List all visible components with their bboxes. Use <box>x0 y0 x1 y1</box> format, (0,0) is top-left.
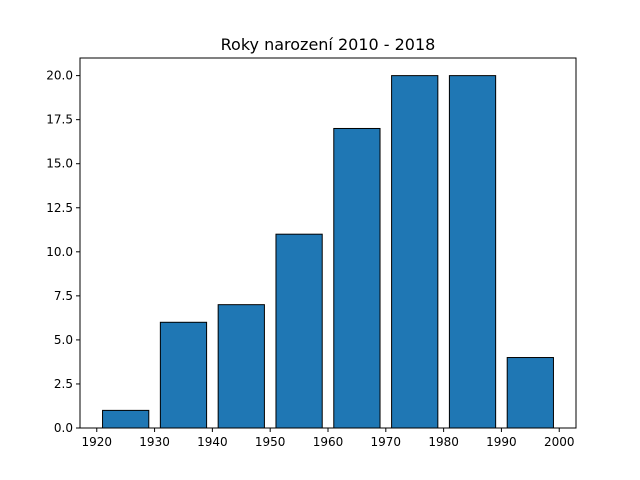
x-tick-label-0: 1920 <box>81 435 112 449</box>
y-tick-label-5: 12.5 <box>46 201 73 215</box>
x-tick-label-1: 1930 <box>139 435 170 449</box>
y-tick-label-7: 17.5 <box>46 113 73 127</box>
y-tick-label-6: 15.0 <box>46 157 73 171</box>
bar-3 <box>275 233 323 429</box>
bar-4 <box>333 127 381 429</box>
bar-7 <box>506 357 554 429</box>
bars-group <box>102 75 554 429</box>
x-tick-label-4: 1960 <box>313 435 344 449</box>
x-axis: 1920 1930 1940 1950 1960 1970 1980 1990 2000 <box>81 428 575 449</box>
x-tick-label-2: 1940 <box>197 435 228 449</box>
y-axis: 0.0 2.5 5.0 7.5 10.0 12.5 15.0 17.5 20.0 <box>46 69 80 435</box>
y-tick-label-2: 5.0 <box>54 333 73 347</box>
bar-0 <box>102 409 150 429</box>
chart-title: Roky narození 2010 - 2018 <box>221 35 436 54</box>
y-tick-label-3: 7.5 <box>54 289 73 303</box>
bar-1 <box>159 321 208 429</box>
x-tick-label-3: 1950 <box>255 435 286 449</box>
y-tick-label-0: 0.0 <box>54 421 73 435</box>
y-tick-label-4: 10.0 <box>46 245 73 259</box>
bar-2 <box>217 304 265 429</box>
x-tick-label-5: 1970 <box>371 435 402 449</box>
x-tick-label-6: 1980 <box>428 435 459 449</box>
y-tick-label-1: 2.5 <box>54 377 73 391</box>
bar-6 <box>448 75 497 429</box>
x-tick-label-8: 2000 <box>544 435 575 449</box>
x-tick-label-7: 1990 <box>486 435 517 449</box>
y-tick-label-8: 20.0 <box>46 69 73 83</box>
bar-5 <box>391 75 439 429</box>
